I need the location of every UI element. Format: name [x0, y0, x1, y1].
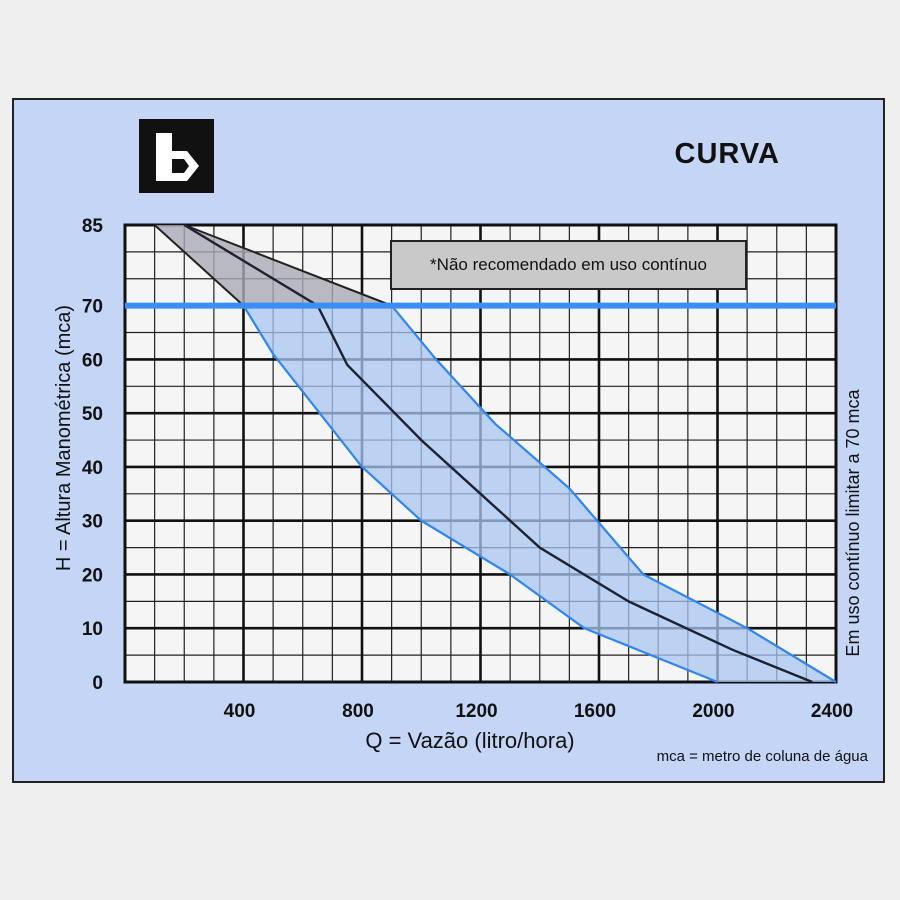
x-tick-label: 400 [224, 701, 256, 722]
y-tick-label: 50 [82, 404, 103, 425]
y-tick-label: 40 [82, 458, 103, 479]
annotation-box: *Não recomendado em uso contínuo [390, 240, 747, 290]
brand-logo [139, 119, 214, 193]
x-axis-label: Q = Vazão (litro/hora) [365, 728, 575, 753]
y-tick-label: 0 [92, 673, 103, 694]
y-tick-label: 60 [82, 350, 103, 371]
typical-curve-line [183, 223, 813, 684]
x-tick-label: 1200 [455, 701, 497, 722]
x-tick-label: 2400 [811, 701, 853, 722]
y-tick-label: 20 [82, 565, 103, 586]
footnote: mca = metro de coluna de água [656, 748, 868, 765]
lower-bound-line [242, 305, 718, 684]
lower-bound-line-high [153, 224, 245, 307]
plot-frame [123, 223, 838, 684]
upper-bound-line-high [183, 224, 392, 307]
y-tick-label: 30 [82, 512, 103, 533]
upper-bound-line [390, 304, 837, 683]
y-tick-label: 85 [82, 216, 104, 237]
chart-title: CURVA [674, 138, 780, 170]
recommended-band [243, 305, 836, 682]
continuous-use-note: Em uso contínuo limitar a 70 mca [843, 389, 863, 657]
not-recommended-band [154, 225, 392, 306]
x-tick-label: 2000 [692, 701, 734, 722]
y-tick-label: 70 [82, 297, 103, 318]
x-tick-label: 800 [342, 701, 374, 722]
x-tick-label: 1600 [574, 701, 616, 722]
y-tick-label: 10 [82, 619, 103, 640]
y-axis-label: H = Altura Manométrica (mca) [53, 304, 75, 572]
